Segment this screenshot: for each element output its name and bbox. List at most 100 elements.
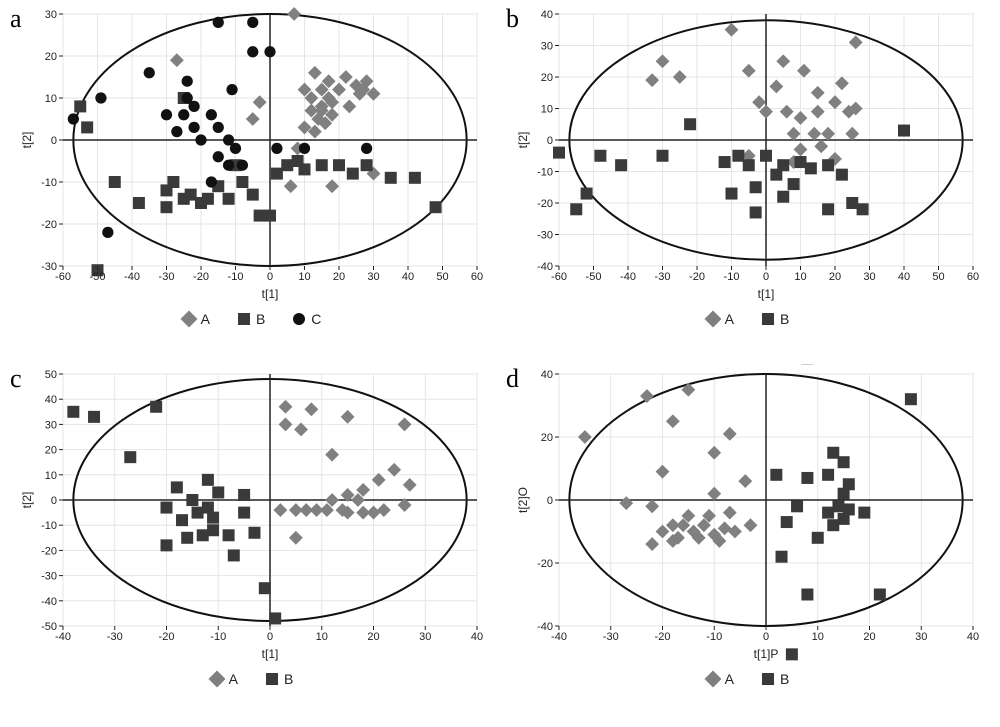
svg-text:-20: -20 xyxy=(655,631,671,643)
svg-text:-20: -20 xyxy=(689,271,705,283)
svg-text:-40: -40 xyxy=(537,621,553,633)
svg-text:-10: -10 xyxy=(41,177,57,189)
svg-text:20: 20 xyxy=(863,631,875,643)
svg-text:10: 10 xyxy=(812,631,824,643)
legend-label: C xyxy=(311,311,321,327)
svg-text:-30: -30 xyxy=(655,271,671,283)
svg-text:-20: -20 xyxy=(41,219,57,231)
diamond-icon xyxy=(180,311,197,328)
svg-text:40: 40 xyxy=(402,271,414,283)
svg-text:t[1]: t[1] xyxy=(262,287,279,301)
svg-text:t[2]: t[2] xyxy=(516,132,530,149)
legend-label: A xyxy=(725,671,734,687)
svg-text:10: 10 xyxy=(45,93,57,105)
svg-text:-40: -40 xyxy=(620,271,636,283)
legend-label: A xyxy=(201,311,210,327)
svg-text:0: 0 xyxy=(267,631,273,643)
panel-c: c -40-30-20-10010203040-50-40-30-20-1001… xyxy=(8,364,496,724)
svg-text:-30: -30 xyxy=(159,271,175,283)
svg-text:-30: -30 xyxy=(537,230,553,242)
svg-text:-20: -20 xyxy=(41,545,57,557)
svg-text:0: 0 xyxy=(547,135,553,147)
svg-text:-50: -50 xyxy=(90,271,106,283)
scatter-plot-a: -60-50-40-30-20-100102030405060-30-20-10… xyxy=(17,4,487,309)
figure-grid: a -60-50-40-30-20-100102030405060-30-20-… xyxy=(0,0,1000,727)
svg-text:-30: -30 xyxy=(41,261,57,273)
legend-item: A xyxy=(211,671,238,687)
legend-label: A xyxy=(725,311,734,327)
svg-text:30: 30 xyxy=(45,419,57,431)
svg-text:-20: -20 xyxy=(193,271,209,283)
svg-text:-10: -10 xyxy=(724,271,740,283)
scatter-plot-c: -40-30-20-10010203040-50-40-30-20-100102… xyxy=(17,364,487,669)
legend-item: B xyxy=(762,671,789,687)
legend-label: B xyxy=(780,311,789,327)
svg-text:-10: -10 xyxy=(706,631,722,643)
diamond-icon xyxy=(704,670,721,687)
svg-text:40: 40 xyxy=(967,631,979,643)
svg-text:-50: -50 xyxy=(41,621,57,633)
svg-text:-60: -60 xyxy=(551,271,567,283)
svg-text:20: 20 xyxy=(45,444,57,456)
svg-text:-10: -10 xyxy=(537,167,553,179)
svg-text:-10: -10 xyxy=(210,631,226,643)
svg-text:20: 20 xyxy=(829,271,841,283)
svg-text:t[2]O: t[2]O xyxy=(516,486,530,512)
svg-text:-30: -30 xyxy=(107,631,123,643)
square-icon xyxy=(238,313,250,325)
svg-text:-60: -60 xyxy=(55,271,71,283)
square-icon xyxy=(762,673,774,685)
svg-text:20: 20 xyxy=(541,432,553,444)
svg-text:50: 50 xyxy=(45,369,57,381)
svg-text:0: 0 xyxy=(51,495,57,507)
svg-text:40: 40 xyxy=(471,631,483,643)
diamond-icon xyxy=(704,311,721,328)
svg-text:-40: -40 xyxy=(55,631,71,643)
svg-text:-50: -50 xyxy=(586,271,602,283)
svg-text:-20: -20 xyxy=(159,631,175,643)
panel-b: b -60-50-40-30-20-100102030405060-40-30-… xyxy=(504,4,992,364)
svg-text:10: 10 xyxy=(316,631,328,643)
svg-text:-40: -40 xyxy=(551,631,567,643)
svg-text:40: 40 xyxy=(45,394,57,406)
svg-text:30: 30 xyxy=(863,271,875,283)
svg-text:10: 10 xyxy=(45,469,57,481)
circle-icon xyxy=(293,313,305,325)
svg-text:t[2]: t[2] xyxy=(20,132,34,149)
square-icon xyxy=(762,313,774,325)
svg-text:-20: -20 xyxy=(537,558,553,570)
legend-label: B xyxy=(284,671,293,687)
legend-label: A xyxy=(229,671,238,687)
svg-text:0: 0 xyxy=(51,135,57,147)
svg-text:60: 60 xyxy=(471,271,483,283)
svg-text:t[1]: t[1] xyxy=(262,647,279,661)
square-icon xyxy=(266,673,278,685)
legend-item: A xyxy=(707,671,734,687)
svg-text:20: 20 xyxy=(541,72,553,84)
svg-text:30: 30 xyxy=(915,631,927,643)
svg-text:-30: -30 xyxy=(41,570,57,582)
svg-text:40: 40 xyxy=(541,9,553,21)
svg-text:30: 30 xyxy=(45,9,57,21)
legend-item: B xyxy=(762,311,789,327)
svg-text:50: 50 xyxy=(932,271,944,283)
svg-text:-20: -20 xyxy=(537,198,553,210)
svg-text:20: 20 xyxy=(367,631,379,643)
legend-a: A B C xyxy=(183,311,322,327)
svg-text:20: 20 xyxy=(45,51,57,63)
svg-text:t[2]: t[2] xyxy=(20,491,34,508)
diamond-icon xyxy=(208,670,225,687)
legend-c: A B xyxy=(211,671,294,687)
svg-text:0: 0 xyxy=(763,271,769,283)
legend-b: A B xyxy=(707,671,790,687)
svg-text:-40: -40 xyxy=(41,595,57,607)
svg-text:-10: -10 xyxy=(41,520,57,532)
panel-d: d -40-30-20-10010203040-40-2002040t[1]Pt… xyxy=(504,364,992,724)
legend-label: B xyxy=(780,671,789,687)
svg-text:t[1]P: t[1]P xyxy=(754,647,779,661)
legend-b: A B xyxy=(707,311,790,327)
svg-text:20: 20 xyxy=(333,271,345,283)
legend-label: B xyxy=(256,311,265,327)
svg-text:40: 40 xyxy=(541,369,553,381)
legend-item: C xyxy=(293,311,321,327)
